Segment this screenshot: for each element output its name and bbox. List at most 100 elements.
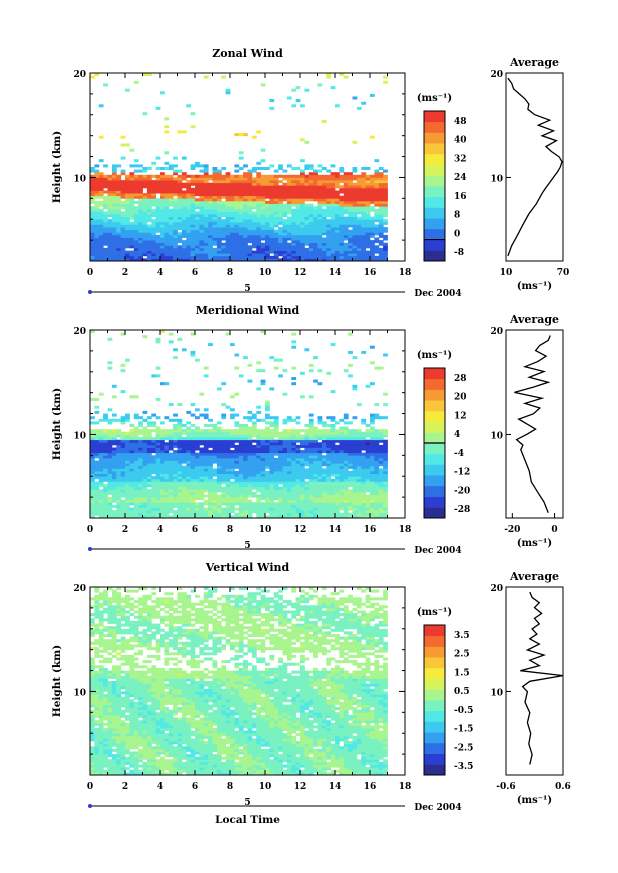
heatmap-cell (251, 426, 257, 430)
colorbar-segment (424, 111, 445, 123)
heatmap-cell (260, 193, 266, 197)
heatmap-cell (326, 460, 332, 464)
heatmap-cell (190, 510, 196, 514)
heatmap-cell (243, 180, 248, 184)
heatmap-cell (273, 193, 279, 197)
heatmap-cell (234, 227, 240, 231)
heatmap-cell (190, 221, 196, 225)
heatmap-cell (230, 229, 235, 233)
heatmap-cell (212, 515, 218, 519)
heatmap-cell (230, 211, 235, 215)
heatmap-cell (335, 255, 340, 259)
heatmap-cell (339, 206, 345, 210)
heatmap-cell (251, 478, 257, 482)
heatmap-cell (107, 214, 113, 217)
heatmap-cell (247, 512, 253, 516)
heatmap-cell (155, 442, 161, 446)
heatmap-cell (225, 460, 231, 464)
heatmap-cell (286, 510, 292, 514)
heatmap-cell (383, 486, 388, 490)
heatmap-cell (317, 471, 323, 474)
heatmap-cell (94, 455, 100, 459)
heatmap-cell (370, 507, 375, 511)
heatmap-cell (378, 452, 384, 456)
heatmap-cell (186, 237, 192, 241)
heatmap-cell (370, 174, 375, 178)
heatmap-cell (247, 471, 253, 474)
heatmap-cell (335, 198, 340, 202)
heatmap-cell (339, 450, 345, 454)
heatmap-cell (352, 211, 358, 215)
heatmap-cell (265, 502, 270, 506)
heatmap-cell (339, 484, 345, 488)
heatmap-cell (146, 253, 152, 257)
heatmap-cell (282, 193, 288, 197)
heatmap-cell (339, 499, 345, 503)
heatmap-cell (208, 484, 213, 488)
heatmap-cell (98, 255, 104, 259)
heatmap-cell (94, 214, 100, 217)
heatmap-cell (195, 460, 200, 464)
heatmap-cell (317, 198, 323, 202)
heatmap-cell (107, 200, 113, 204)
heatmap-cell (286, 247, 292, 251)
heatmap-cell (269, 457, 275, 461)
heatmap-cell (138, 439, 143, 443)
heatmap-cell (208, 182, 213, 186)
heatmap-cell (208, 247, 213, 251)
heatmap-cell (348, 224, 353, 228)
heatmap-cell (107, 507, 113, 511)
heatmap-cell (199, 187, 205, 191)
heatmap-cell (212, 195, 218, 199)
heatmap-cell (295, 208, 301, 212)
heatmap-cell (348, 439, 353, 443)
heatmap-cell (190, 247, 196, 251)
heatmap-cell (120, 489, 126, 493)
heatmap-cell (335, 227, 340, 231)
heatmap-cell (282, 494, 288, 498)
colorbar-segment (424, 218, 445, 230)
heatmap-cell (383, 353, 388, 357)
heatmap-cell (146, 421, 152, 425)
heatmap-cell (335, 206, 340, 210)
heatmap-cell (120, 510, 126, 514)
heatmap-cell (313, 434, 318, 438)
heatmap-cell (155, 473, 161, 477)
heatmap-cell (234, 224, 240, 228)
heatmap-cell (173, 429, 178, 433)
heatmap-cell (225, 481, 231, 485)
heatmap-cell (243, 214, 248, 217)
heatmap-cell (339, 177, 345, 181)
heatmap-cell (125, 182, 130, 186)
heatmap-cell (225, 211, 231, 215)
heatmap-cell (238, 180, 244, 184)
heatmap-cell (133, 507, 139, 511)
heatmap-cell (278, 253, 283, 257)
heatmap-cell (111, 463, 117, 467)
heatmap-cell (90, 484, 95, 488)
heatmap-cell (317, 185, 323, 189)
heatmap-cell (286, 434, 292, 438)
heatmap-cell (168, 250, 174, 254)
heatmap-cell (230, 195, 235, 199)
heatmap-cell (300, 216, 305, 220)
heatmap-cell (173, 234, 178, 238)
heatmap-cell (195, 250, 200, 254)
heatmap-cell (370, 190, 375, 194)
heatmap-cell (146, 240, 152, 244)
heatmap-cell (313, 219, 318, 223)
heatmap-cell (221, 185, 227, 189)
heatmap-cell (90, 167, 95, 170)
heatmap-cell (378, 481, 384, 485)
heatmap-cell (278, 502, 283, 506)
heatmap-cell (352, 512, 358, 516)
heatmap-cell (212, 460, 218, 464)
heatmap-cell (265, 455, 270, 459)
heatmap-cell (98, 253, 104, 257)
heatmap-cell (199, 489, 205, 493)
heatmap-cell (260, 457, 266, 461)
heatmap-cell (383, 497, 388, 501)
heatmap-cell (225, 491, 231, 495)
heatmap-cell (190, 332, 196, 336)
